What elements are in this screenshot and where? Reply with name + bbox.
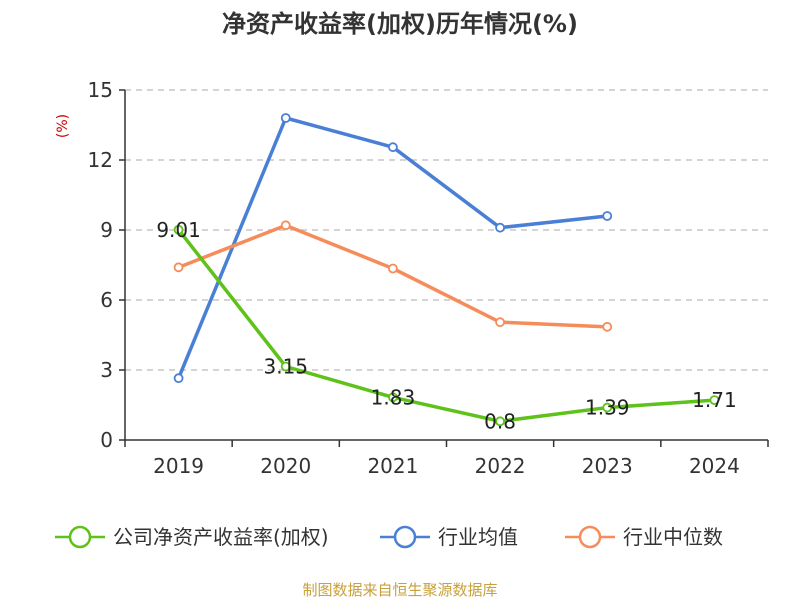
grid-lines [125, 89, 768, 371]
x-tick-label: 2023 [582, 454, 633, 478]
legend-item-industry_avg: 行业均值 [380, 525, 518, 549]
data-point-industry_avg [388, 142, 398, 153]
data-point-industry_median [280, 220, 291, 231]
y-tick-label: 15 [88, 78, 113, 102]
data-point-industry_median [173, 262, 184, 273]
y-axis-ticks: 0 3 6 9 12 15 [88, 78, 125, 452]
data-point-industry_median [388, 263, 398, 274]
data-point-industry_avg [602, 211, 613, 221]
x-tick-label: 2022 [475, 454, 526, 478]
legend-swatch-marker [68, 525, 92, 549]
series-industry_median [173, 220, 613, 332]
x-axis-ticks: 2019 2020 2021 2022 2023 2024 [124, 440, 769, 478]
y-tick-label: 12 [88, 148, 113, 172]
data-point-company [173, 224, 184, 235]
series-line-company [177, 228, 715, 424]
legend-swatch-marker [393, 525, 417, 549]
data-label-company: 1.83 [371, 385, 416, 409]
series-line-industry_avg [176, 116, 608, 379]
legend-item-industry_median: 行业中位数 [565, 525, 723, 549]
data-point-company [388, 392, 398, 403]
data-point-company [280, 361, 291, 372]
source-note: 制图数据来自恒生聚源数据库 [302, 581, 497, 599]
axes [124, 90, 768, 441]
data-point-industry_avg [173, 373, 184, 384]
x-tick-label: 2021 [367, 454, 418, 478]
data-label-company: 0.8 [484, 409, 516, 433]
legend-swatch-marker [578, 525, 602, 549]
y-axis-unit-label: (%) [55, 114, 71, 138]
data-point-company [709, 395, 720, 406]
y-tick-label: 9 [100, 218, 113, 242]
series-layer: 9.01 3.15 1.83 0.8 1.39 1.71 [156, 113, 737, 434]
y-tick-label: 3 [100, 358, 113, 382]
legend-label: 行业中位数 [623, 525, 723, 549]
y-tick-label: 6 [100, 288, 113, 312]
data-point-industry_avg [495, 222, 505, 233]
legend: 公司净资产收益率(加权) 行业均值 行业中位数 [55, 525, 723, 549]
legend-item-company: 公司净资产收益率(加权) [55, 525, 329, 549]
data-label-company: 1.39 [585, 396, 630, 420]
data-point-company [602, 402, 613, 413]
chart-title: 净资产收益率(加权)历年情况(%) [222, 10, 578, 38]
data-point-industry_median [602, 321, 613, 332]
legend-label: 公司净资产收益率(加权) [113, 525, 329, 549]
data-label-company: 9.01 [156, 218, 201, 242]
data-point-company [495, 416, 505, 427]
x-tick-label: 2024 [689, 454, 740, 478]
data-label-company: 1.71 [692, 388, 737, 412]
legend-label: 行业均值 [438, 525, 518, 549]
x-tick-label: 2019 [153, 454, 204, 478]
x-tick-label: 2020 [260, 454, 311, 478]
series-industry_avg [173, 113, 613, 384]
y-tick-label: 0 [100, 428, 113, 452]
series-company: 9.01 3.15 1.83 0.8 1.39 1.71 [156, 218, 736, 434]
data-point-industry_avg [280, 113, 291, 123]
data-point-industry_median [495, 317, 505, 328]
data-label-company: 3.15 [263, 355, 308, 379]
